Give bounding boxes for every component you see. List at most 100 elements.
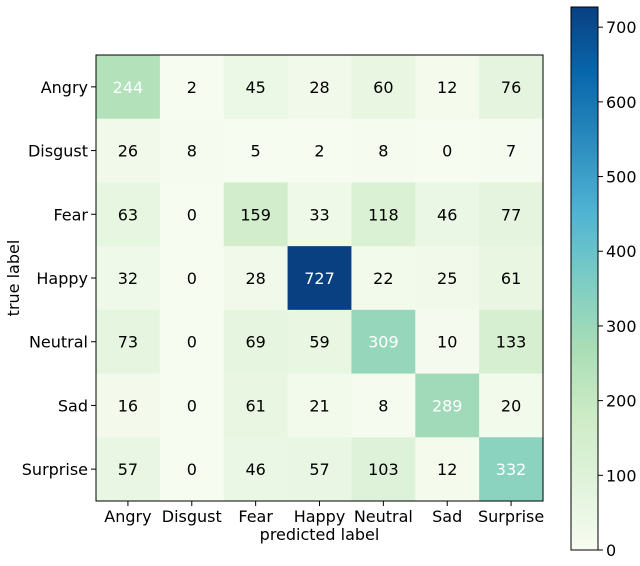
heatmap-cell xyxy=(287,246,353,311)
heatmap-cell xyxy=(159,437,225,502)
cell-value-label: 103 xyxy=(368,460,399,479)
heatmap-cell xyxy=(223,437,289,502)
cell-value-label: 159 xyxy=(240,205,271,224)
heatmap-cell xyxy=(351,55,416,120)
x-axis-ticks: Angry Disgust Fear Happy Neutral Sad Surprise xyxy=(104,501,544,526)
x-tick-label: Angry xyxy=(104,507,151,526)
heatmap-cell xyxy=(351,373,416,438)
cell-value-label: 0 xyxy=(187,396,197,415)
y-axis-label: true label xyxy=(4,240,23,317)
heatmap-cell xyxy=(415,373,480,438)
cell-value-label: 289 xyxy=(432,396,463,415)
cell-value-label: 332 xyxy=(496,460,527,479)
cell-value-label: 16 xyxy=(118,396,138,415)
y-tick-label: Disgust xyxy=(28,142,88,161)
heatmap-cell xyxy=(479,309,544,375)
heatmap-cell xyxy=(479,118,544,184)
heatmap-cell xyxy=(479,373,544,438)
heatmap-cell xyxy=(351,309,416,375)
heatmap-cell xyxy=(96,373,161,438)
cell-value-label: 32 xyxy=(118,269,138,288)
heatmap-cell xyxy=(479,437,544,502)
heatmap-cell xyxy=(351,437,416,502)
heatmap-cell xyxy=(223,309,289,375)
cell-value-label: 46 xyxy=(245,460,265,479)
cell-value-label: 133 xyxy=(496,333,527,352)
colorbar-tick-label: 0 xyxy=(606,541,616,560)
cell-value-label: 21 xyxy=(309,396,329,415)
x-tick-label: Sad xyxy=(432,507,462,526)
heatmap-cell xyxy=(96,118,161,184)
heatmap-cell xyxy=(415,309,480,375)
cell-value-label: 309 xyxy=(368,333,399,352)
heatmap-cell xyxy=(415,182,480,247)
heatmap-cell xyxy=(96,55,161,120)
cell-value-label: 0 xyxy=(187,333,197,352)
heatmap-cell xyxy=(479,55,544,120)
cell-value-label: 7 xyxy=(506,142,516,161)
y-axis-ticks: Angry Disgust Fear Happy Neutral Sad Surprise xyxy=(22,78,96,479)
x-tick-label: Fear xyxy=(238,507,273,526)
cell-value-label: 0 xyxy=(442,142,452,161)
heatmap-cell xyxy=(159,182,225,247)
heatmap-cells xyxy=(96,55,544,502)
cell-value-label: 59 xyxy=(309,333,329,352)
heatmap-cell xyxy=(159,246,225,311)
cell-value-label: 57 xyxy=(309,460,329,479)
heatmap-cell xyxy=(96,182,161,247)
cell-value-label: 60 xyxy=(373,78,393,97)
cell-value-label: 26 xyxy=(118,142,138,161)
heatmap-cell xyxy=(223,55,289,120)
y-tick-label: Happy xyxy=(36,269,88,288)
heatmap-cell xyxy=(159,118,225,184)
heatmap-cell xyxy=(287,182,353,247)
heatmap-cell xyxy=(415,246,480,311)
cell-value-label: 8 xyxy=(187,142,197,161)
cell-value-label: 77 xyxy=(501,205,521,224)
colorbar-tick-label: 400 xyxy=(606,242,637,261)
cell-value-label: 25 xyxy=(437,269,457,288)
colorbar-tick-label: 500 xyxy=(606,168,637,187)
colorbar-tick-label: 300 xyxy=(606,317,637,336)
cell-value-label: 61 xyxy=(501,269,521,288)
heatmap-cell xyxy=(351,246,416,311)
cell-value-label: 8 xyxy=(378,396,388,415)
heatmap-cell xyxy=(479,246,544,311)
cell-value-label: 45 xyxy=(245,78,265,97)
cell-value-label: 22 xyxy=(373,269,393,288)
heatmap-cell xyxy=(159,373,225,438)
heatmap-cell xyxy=(96,246,161,311)
cell-value-label: 0 xyxy=(187,269,197,288)
heatmap-cell xyxy=(96,309,161,375)
cell-value-label: 46 xyxy=(437,205,457,224)
cell-value-label: 20 xyxy=(501,396,521,415)
heatmap-cell xyxy=(479,182,544,247)
heatmap-cell xyxy=(287,373,353,438)
heatmap-cell xyxy=(223,182,289,247)
cell-value-label: 5 xyxy=(251,142,261,161)
y-tick-label: Sad xyxy=(58,396,88,415)
colorbar-tick-label: 200 xyxy=(606,392,637,411)
cell-value-label: 69 xyxy=(245,333,265,352)
heatmap-cell xyxy=(96,437,161,502)
y-tick-label: Surprise xyxy=(22,460,88,479)
cell-value-label: 33 xyxy=(309,205,329,224)
heatmap-cell xyxy=(159,55,225,120)
cell-value-label: 727 xyxy=(304,269,335,288)
x-tick-label: Neutral xyxy=(354,507,413,526)
cell-value-label: 28 xyxy=(309,78,329,97)
cell-value-label: 118 xyxy=(368,205,399,224)
y-tick-label: Fear xyxy=(53,205,88,224)
heatmap-cell xyxy=(415,437,480,502)
colorbar-tick-label: 600 xyxy=(606,93,637,112)
cell-value-label: 0 xyxy=(187,205,197,224)
heatmap-cell xyxy=(287,55,353,120)
colorbar xyxy=(570,6,599,551)
heatmap-cell xyxy=(415,118,480,184)
cell-value-label: 28 xyxy=(245,269,265,288)
heatmap-cell xyxy=(351,182,416,247)
cell-value-label: 2 xyxy=(187,78,197,97)
x-tick-label: Surprise xyxy=(478,507,544,526)
cell-value-label: 57 xyxy=(118,460,138,479)
